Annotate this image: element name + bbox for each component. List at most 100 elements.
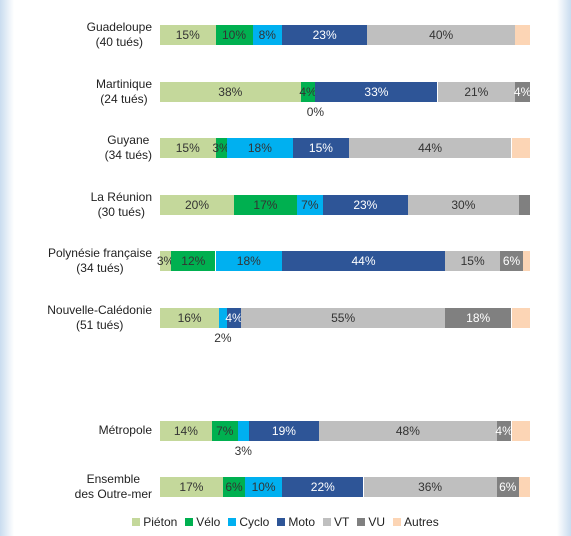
legend-label: Autres — [404, 515, 439, 529]
category-text: Nouvelle-Calédonie (51 tués) — [47, 302, 152, 332]
value-label: 3% — [234, 443, 252, 458]
legend-label: Cyclo — [239, 515, 270, 529]
legend-label: Moto — [288, 515, 316, 529]
value-label: 0% — [306, 104, 325, 119]
category-label: La Réunion (30 tués) — [2, 190, 152, 220]
bar-segment — [226, 307, 242, 328]
category-text: Martinique (24 tués) — [95, 76, 152, 106]
value-label: 14% — [173, 423, 198, 438]
bar-segment — [511, 138, 530, 158]
bar-segment — [522, 251, 530, 271]
bar-segment — [518, 477, 530, 497]
category-text: Guadeloupe (40 tués) — [86, 20, 152, 49]
bar-segment — [367, 25, 516, 45]
value-label: 18% — [247, 141, 272, 155]
value-label: 22% — [310, 480, 335, 494]
value-label: 10% — [251, 480, 276, 494]
bar-segment — [160, 25, 216, 45]
value-label: 3% — [212, 141, 230, 155]
value-label: 4% — [495, 423, 513, 438]
value-label: 20% — [184, 197, 210, 212]
value-label: 7% — [301, 197, 319, 212]
legend-item: VT — [323, 515, 349, 529]
category-label: Guyane (34 tués) — [2, 133, 152, 163]
value-label: 7% — [216, 423, 234, 438]
value-label: 19% — [271, 423, 296, 438]
bar-segment — [252, 25, 283, 45]
legend-swatch — [228, 518, 237, 526]
bar-segment — [518, 194, 530, 215]
legend-label: Piéton — [143, 515, 178, 529]
bar-segment — [282, 477, 364, 497]
legend-label: VT — [334, 515, 350, 529]
bar-segment — [300, 81, 316, 102]
legend-swatch — [323, 518, 332, 526]
legend-label: Vélo — [196, 515, 221, 529]
value-label: 15% — [308, 141, 333, 155]
value-label: 6% — [225, 480, 243, 494]
bar-segment — [160, 194, 234, 215]
bar-segment — [215, 251, 283, 271]
bar-segment — [237, 420, 249, 441]
bar-segment — [437, 81, 516, 102]
bar-segment — [511, 307, 530, 328]
bar-segment — [319, 420, 497, 441]
bar-segment — [226, 138, 294, 158]
bar-segment — [160, 477, 223, 497]
bar-segment — [363, 477, 497, 497]
bar-segment — [315, 81, 438, 102]
value-label: 4% — [299, 84, 317, 99]
legend-item: Moto — [277, 515, 315, 529]
bar-segment — [407, 194, 519, 215]
bar-segment — [515, 25, 530, 45]
legend-item: VU — [357, 515, 385, 529]
bar-segment — [160, 420, 212, 441]
value-label: 4% — [513, 84, 532, 99]
bar-segment — [241, 307, 445, 328]
value-label: 38% — [218, 84, 243, 99]
legend-item: Piéton — [132, 515, 177, 529]
legend-swatch — [132, 518, 141, 526]
bar-segment — [515, 81, 530, 102]
value-label: 15% — [460, 254, 485, 268]
bar-segment — [245, 477, 283, 497]
value-label: 6% — [499, 480, 517, 494]
bar-segment — [215, 25, 253, 45]
legend-item: Cyclo — [228, 515, 269, 529]
value-label: 30% — [451, 197, 476, 212]
value-label: 18% — [466, 310, 491, 325]
value-label: 3% — [156, 254, 175, 268]
value-label: 4% — [225, 310, 243, 325]
value-label: 23% — [353, 197, 378, 212]
bar-segment — [511, 420, 530, 441]
bar-segment — [211, 420, 238, 441]
category-text: Ensemble des Outre-mer — [74, 472, 152, 501]
category-text: Guyane (34 tués) — [104, 133, 152, 162]
bar-segment — [215, 138, 227, 158]
value-label: 55% — [331, 310, 356, 325]
legend: Piéton Vélo Cyclo Moto VT VU Autres — [0, 515, 571, 529]
bar-segment — [248, 420, 320, 441]
category-label: Ensemble des Outre-mer — [2, 472, 152, 502]
bar-segment — [171, 251, 216, 271]
value-label: 8% — [258, 28, 276, 42]
value-label: 16% — [177, 310, 202, 325]
bar-segment — [222, 477, 246, 497]
category-label: Guadeloupe (40 tués) — [2, 20, 152, 50]
value-label: 6% — [502, 254, 521, 268]
category-label: Martinique (24 tués) — [2, 77, 152, 107]
bar-segment — [500, 251, 523, 271]
bar-segment — [160, 251, 172, 271]
bar-segment — [160, 307, 220, 328]
bar-segment — [496, 477, 519, 497]
value-label: 23% — [312, 28, 337, 42]
category-label: Métropole — [2, 423, 152, 438]
bar-segment — [234, 194, 297, 215]
legend-swatch — [185, 518, 194, 526]
value-label: 40% — [429, 28, 454, 42]
bar-segment — [296, 194, 323, 215]
value-label: 17% — [253, 197, 278, 212]
bar-segment — [348, 138, 512, 158]
value-label: 33% — [364, 84, 389, 99]
